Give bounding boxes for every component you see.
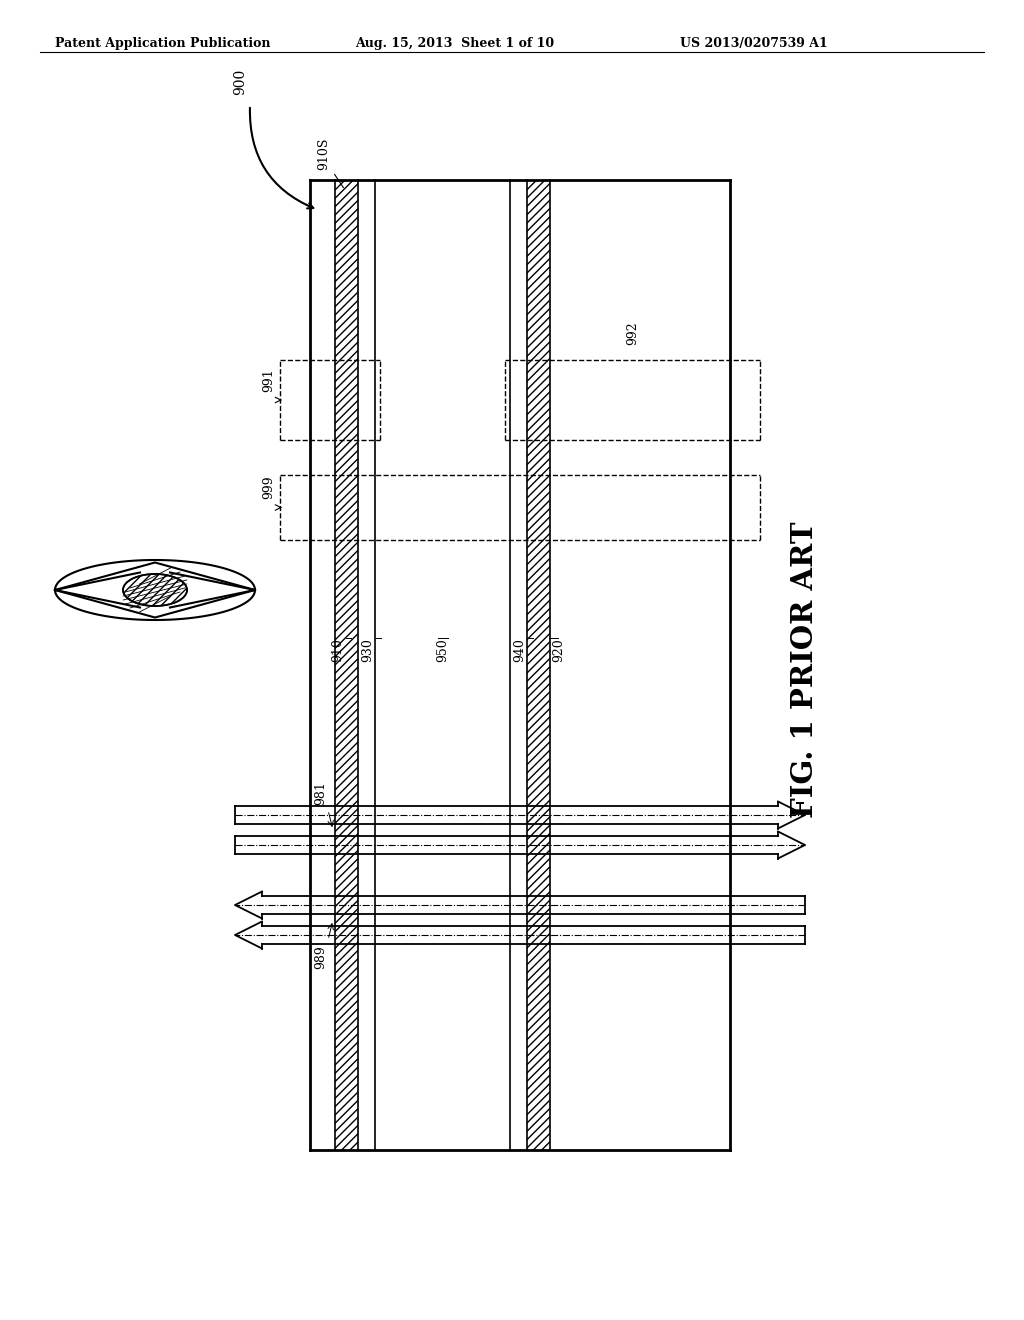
- Text: US 2013/0207539 A1: US 2013/0207539 A1: [680, 37, 827, 50]
- Text: Patent Application Publication: Patent Application Publication: [55, 37, 270, 50]
- Bar: [510, 180, 527, 1150]
- Text: 930: 930: [361, 638, 375, 661]
- Text: 992: 992: [626, 321, 639, 345]
- Ellipse shape: [123, 574, 187, 606]
- Text: 999: 999: [262, 475, 275, 499]
- Bar: [358, 180, 375, 1150]
- Text: 910: 910: [332, 638, 344, 661]
- Bar: [527, 180, 550, 1150]
- Text: 981: 981: [314, 781, 327, 805]
- Text: 920: 920: [552, 638, 565, 661]
- Text: 989: 989: [314, 945, 327, 969]
- Text: Aug. 15, 2013  Sheet 1 of 10: Aug. 15, 2013 Sheet 1 of 10: [355, 37, 554, 50]
- Text: 991: 991: [262, 368, 275, 392]
- Text: 910S: 910S: [317, 137, 330, 170]
- Text: FIG. 1 PRIOR ART: FIG. 1 PRIOR ART: [790, 521, 819, 818]
- Text: 940: 940: [513, 638, 526, 661]
- Bar: [375, 180, 510, 1150]
- Bar: [335, 180, 358, 1150]
- Text: 950: 950: [436, 638, 449, 661]
- Text: 900: 900: [233, 69, 247, 95]
